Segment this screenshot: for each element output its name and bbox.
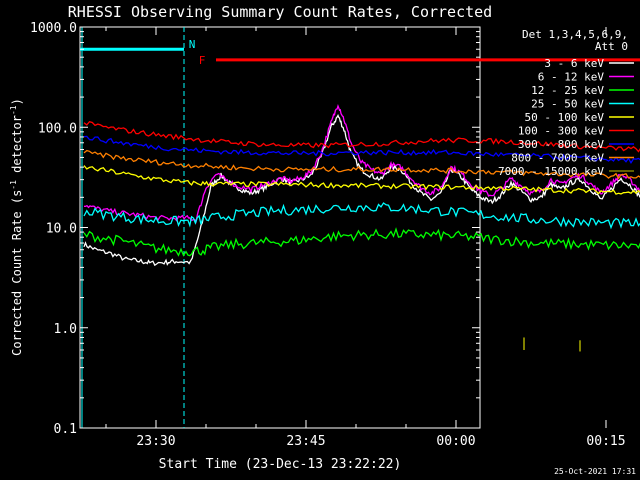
legend-label: 100 - 300 keV	[518, 125, 604, 138]
series-line-3	[83, 202, 640, 230]
legend-label: 25 - 50 keV	[531, 98, 604, 111]
series-line-1	[83, 103, 640, 224]
legend-header: Att 0	[595, 40, 628, 53]
series-line-6	[83, 135, 640, 164]
y-tick-label: 10.0	[46, 222, 77, 237]
x-tick-label: 00:15	[586, 434, 625, 449]
flag-bars	[80, 47, 640, 62]
legend-label: 12 - 25 keV	[531, 84, 604, 97]
chart-title: RHESSI Observing Summary Count Rates, Co…	[68, 3, 492, 21]
y-tick-label: 0.1	[54, 422, 77, 437]
x-tick-label: 00:00	[436, 434, 475, 449]
legend-header: Det 1,3,4,5,6,9,	[522, 28, 628, 41]
y-tick-label: 1.0	[54, 322, 77, 337]
series-line-0	[83, 113, 640, 267]
legend-label: 7000 - 15000 keV	[498, 165, 604, 178]
y-tick-label: 100.0	[38, 121, 77, 136]
axes-group: 0.1 1.0 10.0 100.0 1000.0 23:30 23:45 00:00 00:1…	[30, 21, 626, 449]
series-group	[83, 103, 640, 352]
series-line-4	[83, 165, 640, 195]
legend-label: 800 - 7000 keV	[511, 152, 604, 165]
y-axis-label: Corrected Count Rate (s-1 detector-1)	[9, 98, 24, 356]
legend-label: 50 - 100 keV	[525, 111, 605, 124]
annotations-group: NFS	[189, 38, 206, 67]
series-line-7	[83, 149, 640, 180]
x-tick-label: 23:30	[136, 434, 175, 449]
footer-timestamp: 25-Oct-2021 17:31	[554, 467, 636, 476]
flag-annotation: F	[199, 54, 206, 67]
series-line-5	[83, 120, 640, 153]
legend-label: 3 - 6 keV	[544, 57, 604, 70]
legend-label: 300 - 800 keV	[518, 138, 604, 151]
y-tick-label: 1000.0	[30, 21, 77, 36]
flag-annotation: N	[189, 38, 196, 51]
x-tick-label: 23:45	[286, 434, 325, 449]
legend-label: 6 - 12 keV	[538, 71, 605, 84]
x-axis-label: Start Time (23-Dec-13 23:22:22)	[159, 457, 402, 472]
series-line-2	[83, 227, 640, 257]
